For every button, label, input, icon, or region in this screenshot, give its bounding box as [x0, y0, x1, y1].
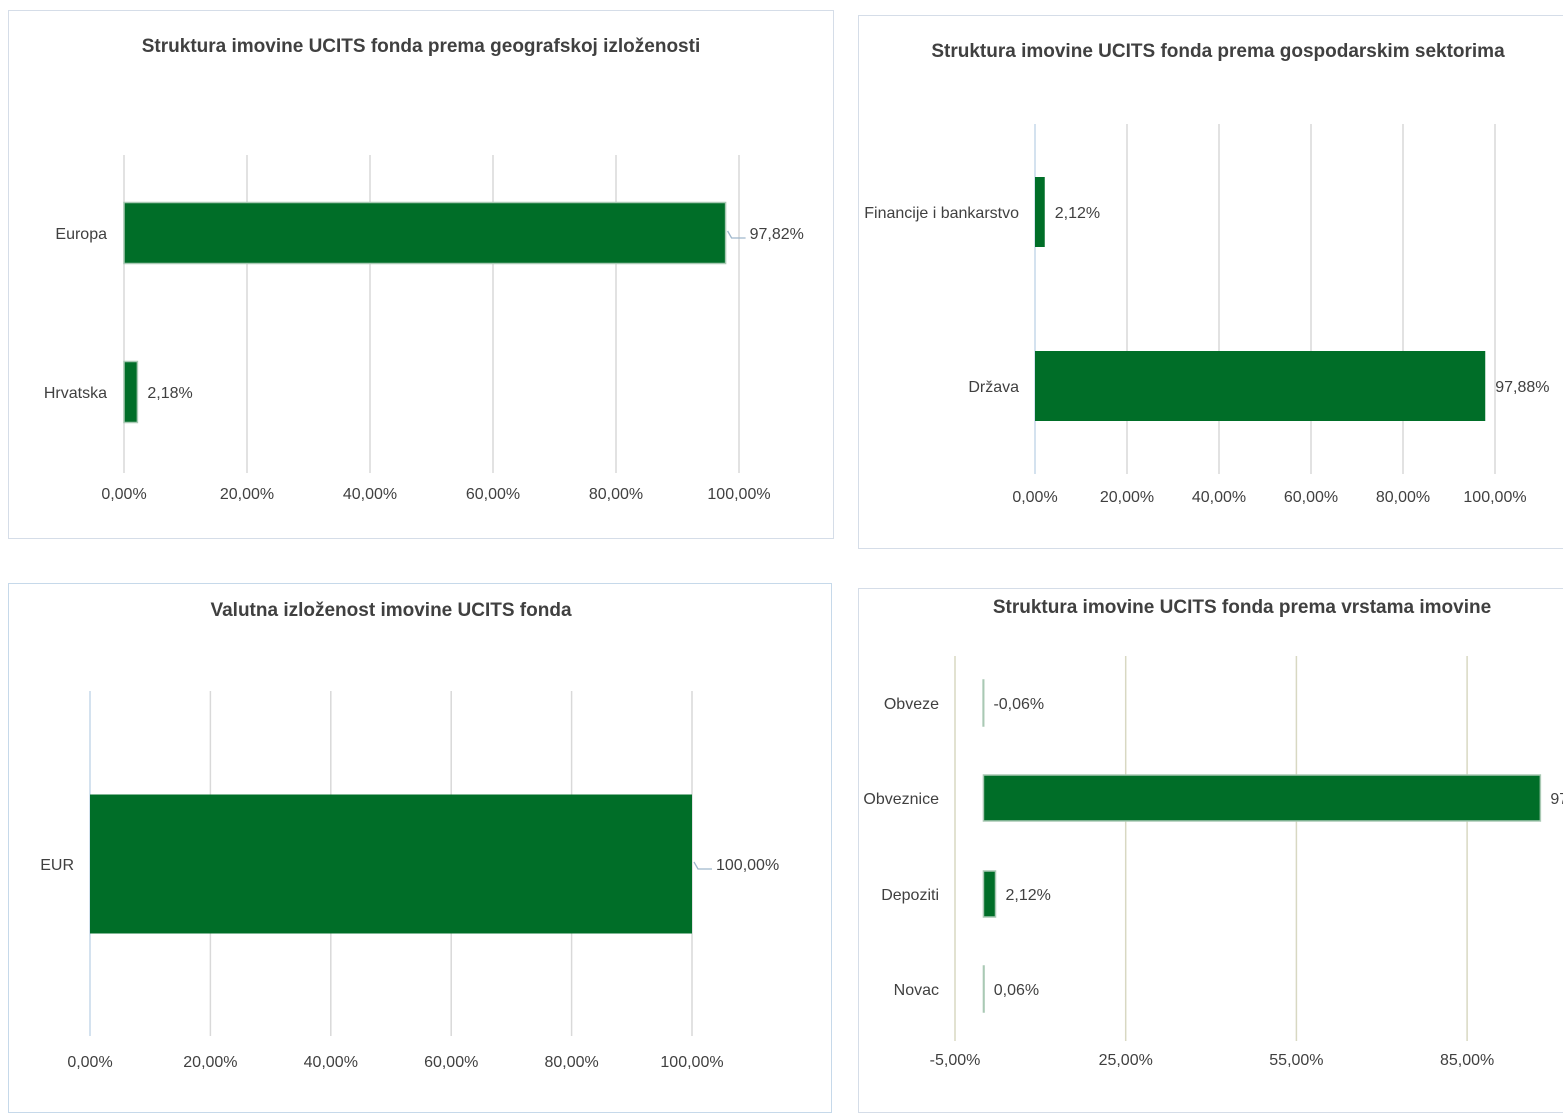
- asset-types-data-label: 0,06%: [994, 982, 1039, 999]
- sectors-data-label: 97,88%: [1495, 379, 1549, 396]
- asset-types-bar: [982, 679, 985, 727]
- asset-types-tick-label: 85,00%: [1440, 1052, 1494, 1069]
- sectors-tick-label: 100,00%: [1463, 489, 1526, 506]
- asset-types-tick-label: 25,00%: [1099, 1052, 1153, 1069]
- geography-bar: [123, 201, 727, 265]
- asset-types-data-label: 2,12%: [1006, 887, 1051, 904]
- chart-svg-currency: Valutna izloženost imovine UCITS fonda 0…: [40, 600, 779, 1071]
- chart-svg-sectors: Struktura imovine UCITS fonda prema gosp…: [864, 41, 1549, 506]
- currency-tick-label: 60,00%: [424, 1054, 478, 1071]
- asset-types-bar: [982, 774, 1542, 822]
- chart-panel-geography: Struktura imovine UCITS fonda prema geog…: [8, 10, 834, 539]
- currency-tick-label: 0,00%: [67, 1054, 112, 1071]
- currency-tick-label: 20,00%: [183, 1054, 237, 1071]
- asset-types-category-label: Obveznice: [863, 791, 939, 808]
- asset-types-bar: [982, 870, 997, 918]
- chart-title-asset-types: Struktura imovine UCITS fonda prema vrst…: [993, 597, 1491, 618]
- sectors-data-label: 2,12%: [1055, 205, 1100, 222]
- sectors-category-label: Država: [968, 379, 1019, 396]
- currency-category-label: EUR: [40, 857, 74, 874]
- geography-tick-label: 20,00%: [220, 486, 274, 503]
- chart-panel-sectors: Struktura imovine UCITS fonda prema gosp…: [858, 15, 1563, 549]
- currency-bar: [90, 794, 692, 934]
- geography-tick-label: 40,00%: [343, 486, 397, 503]
- asset-types-category-label: Depoziti: [881, 887, 939, 904]
- geography-tick-label: 60,00%: [466, 486, 520, 503]
- chart-svg-asset-types: Struktura imovine UCITS fonda prema vrst…: [863, 597, 1563, 1069]
- chart-title-geography: Struktura imovine UCITS fonda prema geog…: [142, 36, 700, 57]
- asset-types-tick-label: -5,00%: [930, 1052, 981, 1069]
- asset-types-data-label: 97,88%: [1550, 791, 1563, 808]
- geography-data-label: 2,18%: [147, 385, 192, 402]
- sectors-tick-label: 80,00%: [1376, 489, 1430, 506]
- currency-tick-label: 40,00%: [304, 1054, 358, 1071]
- sectors-bar: [1035, 177, 1045, 247]
- geography-data-label: 97,82%: [750, 226, 804, 243]
- sectors-bar: [1035, 351, 1486, 421]
- currency-tick-label: 100,00%: [660, 1054, 723, 1071]
- sectors-tick-label: 20,00%: [1100, 489, 1154, 506]
- asset-types-tick-label: 55,00%: [1269, 1052, 1323, 1069]
- sectors-category-label: Financije i bankarstvo: [864, 205, 1019, 222]
- sectors-tick-label: 40,00%: [1192, 489, 1246, 506]
- geography-bar: [123, 360, 139, 424]
- chart-svg-geography: Struktura imovine UCITS fonda prema geog…: [44, 36, 804, 503]
- geography-tick-label: 0,00%: [101, 486, 146, 503]
- geography-category-label: Europa: [55, 226, 107, 243]
- chart-panel-currency: Valutna izloženost imovine UCITS fonda 0…: [8, 583, 832, 1113]
- asset-types-data-label: -0,06%: [993, 696, 1044, 713]
- asset-types-bar: [982, 965, 985, 1013]
- geography-category-label: Hrvatska: [44, 385, 107, 402]
- currency-data-label: 100,00%: [716, 857, 779, 874]
- chart-panel-asset-types: Struktura imovine UCITS fonda prema vrst…: [858, 588, 1563, 1113]
- asset-types-category-label: Novac: [894, 982, 939, 999]
- sectors-tick-label: 0,00%: [1012, 489, 1057, 506]
- currency-tick-label: 80,00%: [544, 1054, 598, 1071]
- geography-tick-label: 80,00%: [589, 486, 643, 503]
- geography-tick-label: 100,00%: [707, 486, 770, 503]
- asset-types-category-label: Obveze: [884, 696, 939, 713]
- chart-title-sectors: Struktura imovine UCITS fonda prema gosp…: [931, 41, 1505, 62]
- sectors-tick-label: 60,00%: [1284, 489, 1338, 506]
- chart-title-currency: Valutna izloženost imovine UCITS fonda: [210, 600, 571, 621]
